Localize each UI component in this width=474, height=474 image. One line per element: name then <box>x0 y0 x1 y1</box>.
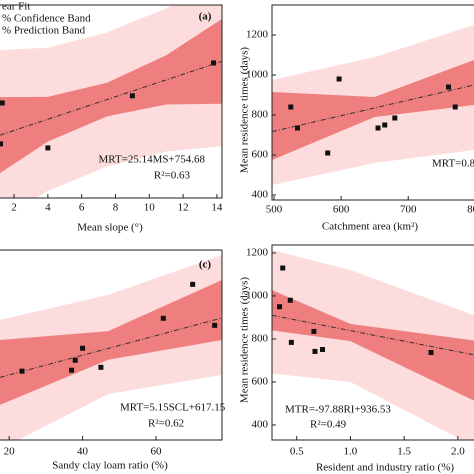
equation: MRT=25.14MS+754.68 <box>99 154 206 166</box>
y-tick-label: 600 <box>252 149 269 161</box>
x-tick-label: 8 <box>113 202 119 214</box>
point <box>375 125 381 131</box>
x-tick-label: 700 <box>400 204 417 216</box>
fit-line <box>272 314 474 356</box>
x-tick-label: 0.5 <box>290 446 304 458</box>
y-axis-label: Mean residence times (days) <box>239 47 251 173</box>
r-squared: R²=0.63 <box>154 170 191 182</box>
x-tick-label: 6 <box>79 202 85 214</box>
y-tick-label: 800 <box>252 109 269 121</box>
x-tick-label: 40 <box>77 446 89 458</box>
y-tick-label: 1000 <box>246 289 269 301</box>
fit-line <box>0 317 222 378</box>
r-squared: R²=0.49 <box>310 419 347 431</box>
x-tick-label: 4 <box>45 202 51 214</box>
fit-line <box>272 84 474 133</box>
y-tick-label: 400 <box>252 418 269 430</box>
point <box>45 145 51 151</box>
plot <box>272 249 474 440</box>
panel: 0.5 1.0 1.5 2.0 400 600 800 1000 1200 Resident an… <box>239 244 474 474</box>
plot <box>272 25 474 185</box>
point <box>0 100 5 106</box>
legend-label: % Prediction Band <box>2 25 86 37</box>
y-axis-label: Mean residence times (days) <box>239 277 251 403</box>
panel-label: (a) <box>199 11 212 23</box>
x-tick-label: 1.0 <box>344 446 358 458</box>
plot <box>0 5 222 198</box>
point <box>452 104 458 110</box>
x-axis-label: Resident and industry ratio (%) <box>316 462 454 474</box>
x-tick-label: 1.5 <box>397 446 411 458</box>
point <box>445 84 451 90</box>
r-squared: R²=0.62 <box>148 418 184 430</box>
y-tick-label: 800 <box>252 332 269 344</box>
panel: 2 4 6 8 10 12 14 Mean slope (°) MRT=25.14MS+754.… <box>0 1 223 234</box>
x-tick-label: 2.0 <box>451 446 465 458</box>
point <box>320 346 325 352</box>
point <box>0 141 4 147</box>
equation: MRT=0.82 <box>432 158 474 170</box>
x-tick-label: 500 <box>266 204 283 216</box>
point <box>288 104 294 110</box>
y-tick-label: 1200 <box>246 29 269 41</box>
confidence-band <box>0 18 222 174</box>
equation: MTR=-97.88RI+936.53 <box>285 404 391 416</box>
x-tick-label: 2 <box>11 202 17 214</box>
point <box>19 368 25 374</box>
point <box>160 315 166 321</box>
x-tick-label: 20 <box>4 446 16 458</box>
x-axis-label: Sandy clay loam ratio (%) <box>52 460 168 472</box>
point <box>280 265 286 271</box>
point <box>69 367 75 373</box>
x-tick-label: 10 <box>144 202 156 214</box>
point <box>392 115 398 121</box>
point <box>295 125 301 131</box>
x-tick-label: 12 <box>178 202 189 214</box>
x-tick-label: 600 <box>333 204 350 216</box>
equation: MRT=5.15SCL+617.15 <box>120 402 226 414</box>
legend-label: ear Fit <box>2 1 30 13</box>
point <box>288 339 294 345</box>
axes-frame <box>271 244 474 441</box>
legend-label: % Confidence Band <box>2 13 91 25</box>
axes-frame <box>271 4 474 201</box>
point <box>98 364 104 370</box>
y-tick-label: 400 <box>252 189 269 201</box>
axes-frame <box>0 4 223 199</box>
panel-label: (c) <box>199 259 212 271</box>
point <box>287 297 293 303</box>
point <box>336 76 342 82</box>
y-tick-label: 1200 <box>246 246 269 258</box>
x-tick-label: 14 <box>211 202 223 214</box>
plot <box>0 254 222 440</box>
confidence-band <box>0 279 222 405</box>
point <box>312 348 318 354</box>
point <box>72 357 78 363</box>
y-tick-label: 600 <box>252 375 269 387</box>
confidence-band <box>272 60 474 160</box>
x-axis-label: Catchment area (km²) <box>322 221 418 233</box>
x-tick-label: 60 <box>150 446 162 458</box>
point <box>382 122 388 128</box>
point <box>211 60 217 66</box>
x-axis-label: Mean slope (°) <box>77 222 143 234</box>
point <box>325 150 331 156</box>
panel: 20 40 60 Sandy clay loam ratio (%) MRT=5.15S… <box>0 249 226 472</box>
fit-line <box>0 60 222 136</box>
point <box>311 328 317 334</box>
axes-frame <box>0 249 223 441</box>
point <box>80 345 86 351</box>
x-tick-label: 800 <box>467 204 474 216</box>
panel: 500 600 700 800 400 600 800 1000 1200 Catchment a… <box>239 4 474 233</box>
point <box>190 281 196 287</box>
point <box>277 304 283 310</box>
point <box>129 93 135 99</box>
point <box>212 322 218 328</box>
point <box>428 349 434 355</box>
y-tick-label: 1000 <box>246 69 269 81</box>
confidence-band <box>272 290 474 401</box>
